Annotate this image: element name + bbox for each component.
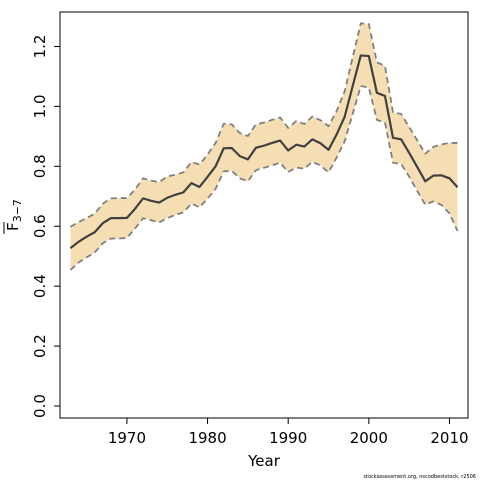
y-axis-title-subscript: 3−7 (11, 199, 24, 222)
y-tick-label: 0.4 (31, 274, 49, 298)
y-axis: 0.0 0.2 0.4 0.6 0.8 1.0 1.2 (31, 35, 60, 418)
lower-bound-line (69, 85, 459, 271)
y-axis-title-main: F (4, 222, 22, 231)
x-axis-title: Year (247, 452, 281, 470)
y-axis-title: F3−7 (3, 199, 24, 234)
plot-area (69, 22, 459, 271)
y-tick-label: 0.0 (31, 394, 49, 418)
estimate-line (69, 54, 459, 249)
x-tick-label: 2000 (350, 429, 388, 447)
upper-bound-line (70, 22, 458, 228)
y-tick-label: 1.0 (31, 94, 49, 118)
x-tick-label: 2010 (430, 429, 468, 447)
plot-frame (59, 11, 469, 419)
y-tick-label: 0.2 (31, 334, 49, 358)
x-tick-label: 1990 (269, 429, 307, 447)
x-axis: 1970 1980 1990 2000 2010 (108, 418, 469, 447)
y-tick-label: 0.6 (31, 214, 49, 238)
svg-text:F3−7: F3−7 (4, 199, 24, 231)
y-tick-label: 1.2 (31, 35, 49, 59)
x-tick-label: 1970 (108, 429, 146, 447)
y-tick-label: 0.8 (31, 154, 49, 178)
x-tick-label: 1980 (188, 429, 226, 447)
source-credit: stockassessment.org, nscodbeststock, r25… (363, 474, 476, 480)
